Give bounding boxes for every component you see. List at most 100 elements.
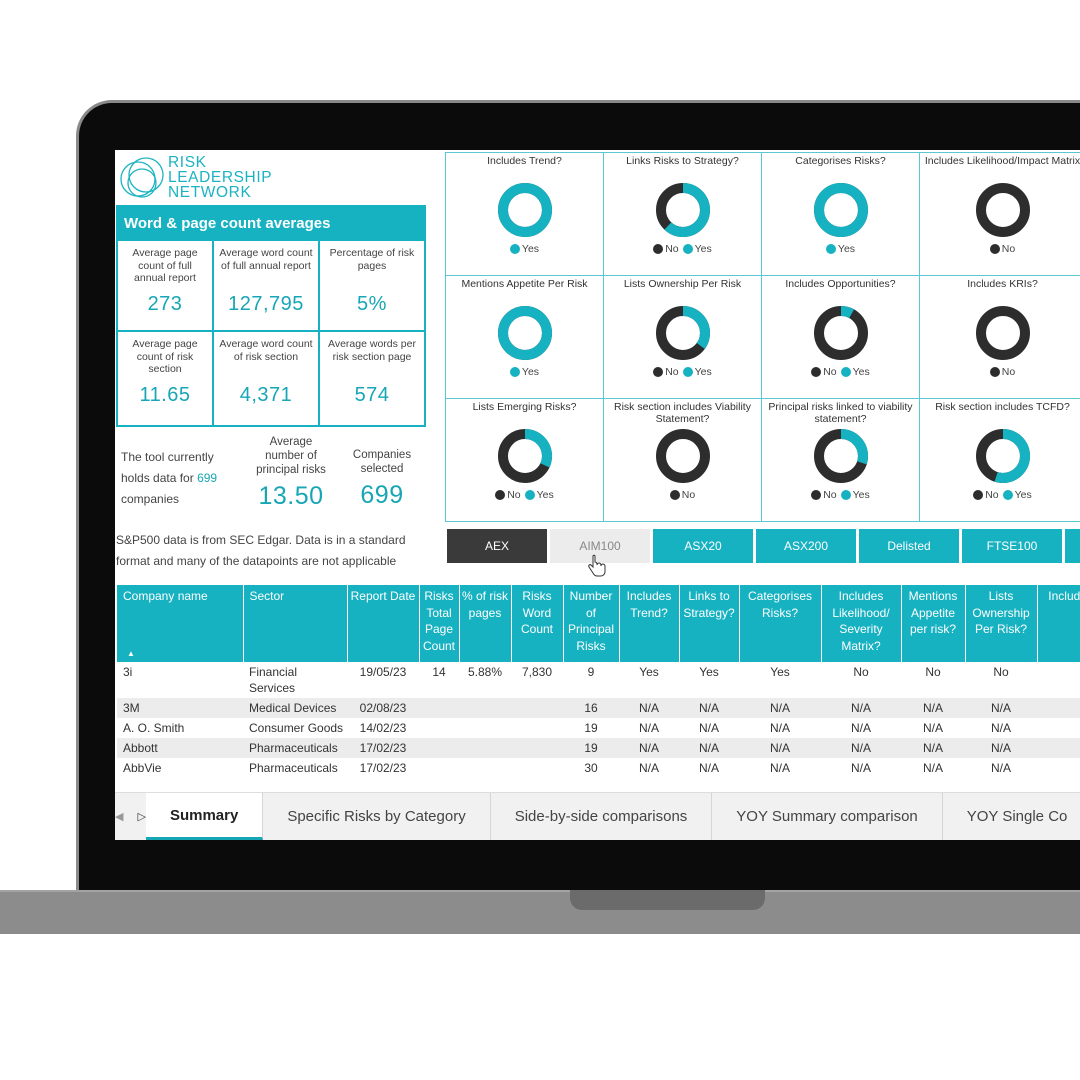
legend-item-yes[interactable]: Yes — [825, 243, 855, 255]
donut-card[interactable]: Includes KRIs? No — [919, 275, 1080, 399]
kpi-card[interactable]: Average word count of risk section 4,371 — [214, 332, 320, 425]
legend-item-yes[interactable]: Yes — [524, 489, 554, 501]
legend-item-yes[interactable]: Yes — [509, 366, 539, 378]
legend-label: Yes — [536, 489, 554, 501]
donut-chart[interactable] — [972, 302, 1034, 364]
page-nav-arrows: ◀ ▷ — [115, 793, 146, 840]
legend-item-yes[interactable]: Yes — [509, 243, 539, 255]
donut-chart[interactable] — [494, 179, 556, 241]
table-row[interactable]: Abbott Pharmaceuticals 17/02/23 19 N/A N/A N/A… — [117, 738, 1080, 758]
table-cell: 3M — [117, 698, 243, 718]
donut-chart[interactable] — [810, 425, 872, 487]
donut-card[interactable]: Principal risks linked to viability stat… — [761, 398, 920, 522]
donut-card[interactable]: Lists Emerging Risks? No Yes — [445, 398, 604, 522]
donut-card[interactable]: Links Risks to Strategy? No Yes — [603, 152, 762, 276]
donut-card[interactable]: Mentions Appetite Per Risk Yes — [445, 275, 604, 399]
donut-chart[interactable] — [810, 179, 872, 241]
legend-dot-icon — [989, 244, 1000, 254]
donut-card[interactable]: Includes Trend? Yes — [445, 152, 604, 276]
donut-card[interactable]: Lists Ownership Per Risk No Yes — [603, 275, 762, 399]
donut-card[interactable]: Includes Likelihood/Impact Matrix No — [919, 152, 1080, 276]
legend-item-no[interactable]: No — [811, 489, 837, 501]
table-row[interactable]: A. O. Smith Consumer Goods 14/02/23 19 N/A N/… — [117, 718, 1080, 738]
legend-item-yes[interactable]: Yes — [682, 366, 712, 378]
column-header[interactable]: Risks Total Page Count — [419, 585, 460, 662]
next-page-icon[interactable]: ▷ — [137, 811, 146, 823]
page-tab-side-by-side[interactable]: Side-by-side comparisons — [491, 793, 713, 840]
donut-card[interactable]: Risk section includes Viability Statemen… — [603, 398, 762, 522]
page-tab-yoy-single[interactable]: YOY Single Co — [943, 793, 1080, 840]
legend-item-no[interactable]: No — [669, 489, 695, 501]
legend-item-no[interactable]: No — [989, 366, 1015, 378]
donut-chart[interactable] — [494, 302, 556, 364]
legend-item-yes[interactable]: Yes — [1002, 489, 1032, 501]
legend-item-no[interactable]: No — [653, 243, 679, 255]
column-header[interactable]: Mentions Appetite per risk? — [901, 585, 966, 662]
donut-card[interactable]: Includes Opportunities? No Yes — [761, 275, 920, 399]
donut-chart[interactable] — [810, 302, 872, 364]
kpi-card[interactable]: Average page count of risk section 11.65 — [118, 332, 214, 425]
companies-selected-card[interactable]: Companies selected 699 — [343, 448, 421, 510]
index-tab-asx200[interactable]: ASX200 — [756, 529, 856, 563]
legend-item-no[interactable]: No — [989, 243, 1015, 255]
legend-item-yes[interactable]: Yes — [682, 243, 712, 255]
kpi-card[interactable]: Percentage of risk pages 5% — [320, 241, 424, 332]
index-tab-aim100[interactable]: AIM100 — [550, 529, 650, 563]
column-header[interactable]: Report Date — [347, 585, 420, 662]
column-header[interactable]: Includes Oppo — [1037, 585, 1080, 662]
donut-slice-yes — [655, 306, 710, 360]
legend-item-yes[interactable]: Yes — [840, 366, 870, 378]
avg-principal-risks-card[interactable]: Average number of principal risks 13.50 — [251, 435, 331, 511]
legend-dot-icon — [509, 244, 520, 254]
donut-chart[interactable] — [494, 425, 556, 487]
legend-item-yes[interactable]: Yes — [840, 489, 870, 501]
column-header[interactable]: Company name — [117, 585, 244, 662]
table-row[interactable]: 3i Financial Services 19/05/23 14 5.88% 7,830… — [117, 662, 1080, 698]
table-cell: Abbott — [117, 738, 243, 758]
company-data-table[interactable]: Company name Sector Report Date Risks To… — [117, 585, 1080, 790]
index-tab-delisted[interactable]: Delisted — [859, 529, 959, 563]
donut-card[interactable]: Categorises Risks? Yes — [761, 152, 920, 276]
legend-dot-icon — [653, 244, 664, 254]
kpi-label: Average words per risk section page — [328, 338, 416, 363]
column-header[interactable]: Links to Strategy? — [679, 585, 740, 662]
kpi-value: 127,795 — [228, 293, 304, 315]
prev-page-icon[interactable]: ◀ — [115, 811, 124, 823]
table-row[interactable]: 3M Medical Devices 02/08/23 16 N/A N/A N/A N/A N… — [117, 698, 1080, 718]
column-header[interactable]: Includes Trend? — [619, 585, 680, 662]
donut-chart[interactable] — [972, 425, 1034, 487]
kpi-card[interactable]: Average page count of full annual report… — [118, 241, 214, 332]
table-cell: Yes — [699, 665, 719, 679]
legend-item-no[interactable]: No — [495, 489, 521, 501]
kpi-card[interactable]: Average word count of full annual report… — [214, 241, 320, 332]
donut-chart[interactable] — [652, 179, 714, 241]
column-header[interactable]: Lists Ownership Per Risk? — [965, 585, 1038, 662]
donut-card[interactable]: Risk section includes TCFD? No Yes — [919, 398, 1080, 522]
page-tab-yoy-summary[interactable]: YOY Summary comparison — [712, 793, 943, 840]
column-header[interactable]: % of risk pages — [459, 585, 512, 662]
donut-chart[interactable] — [972, 179, 1034, 241]
legend-dot-icon — [973, 490, 984, 500]
index-tab-aex[interactable]: AEX — [447, 529, 547, 563]
column-header[interactable]: Includes Likelihood/ Severity Matrix? — [821, 585, 902, 662]
donut-chart[interactable] — [652, 425, 714, 487]
column-header[interactable]: Risks Word Count — [511, 585, 564, 662]
kpi-card[interactable]: Average words per risk section page 574 — [320, 332, 424, 425]
column-header[interactable]: Categorises Risks? — [739, 585, 822, 662]
sort-ascending-icon[interactable]: ▲ — [127, 649, 135, 658]
table-row[interactable]: AbbVie Pharmaceuticals 17/02/23 30 N/A N/A N/A… — [117, 758, 1080, 778]
column-header[interactable]: Sector — [243, 585, 348, 662]
index-tab-ftse100[interactable]: FTSE100 — [962, 529, 1062, 563]
index-tab-more[interactable] — [1065, 529, 1080, 563]
legend-item-no[interactable]: No — [973, 489, 999, 501]
legend-label: No — [507, 489, 521, 501]
legend-item-no[interactable]: No — [811, 366, 837, 378]
table-cell: N/A — [922, 761, 943, 775]
page-tab-summary[interactable]: Summary — [145, 793, 264, 840]
column-header[interactable]: Number of Principal Risks — [563, 585, 620, 662]
page-tab-specific-risks[interactable]: Specific Risks by Category — [263, 793, 491, 840]
legend-item-no[interactable]: No — [653, 366, 679, 378]
donut-chart[interactable] — [652, 302, 714, 364]
index-tab-asx20[interactable]: ASX20 — [653, 529, 753, 563]
companies-selected-value: 699 — [360, 481, 404, 509]
